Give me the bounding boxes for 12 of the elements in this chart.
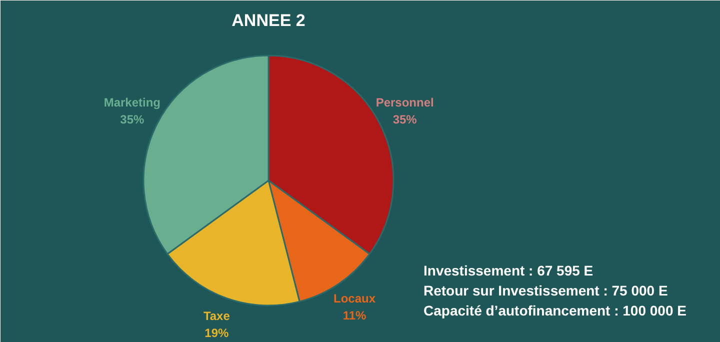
data-label: 19%	[204, 326, 230, 340]
slice-label: Locaux	[333, 292, 376, 306]
data-label: 35%	[120, 112, 145, 126]
slice-label: Marketing	[104, 96, 161, 110]
data-label: 35%	[392, 112, 418, 126]
slice-label: Taxe	[203, 309, 230, 324]
slice-label: Personnel	[376, 96, 434, 110]
data-label: 11%	[342, 308, 367, 322]
chart-title: ANNEE 2	[232, 11, 306, 30]
text: Investissement : 67 595 E	[424, 262, 594, 278]
text: Capacité d’autofinancement : 100 000 E	[424, 302, 686, 318]
text: Retour sur Investissement : 75 000 E	[424, 282, 668, 298]
